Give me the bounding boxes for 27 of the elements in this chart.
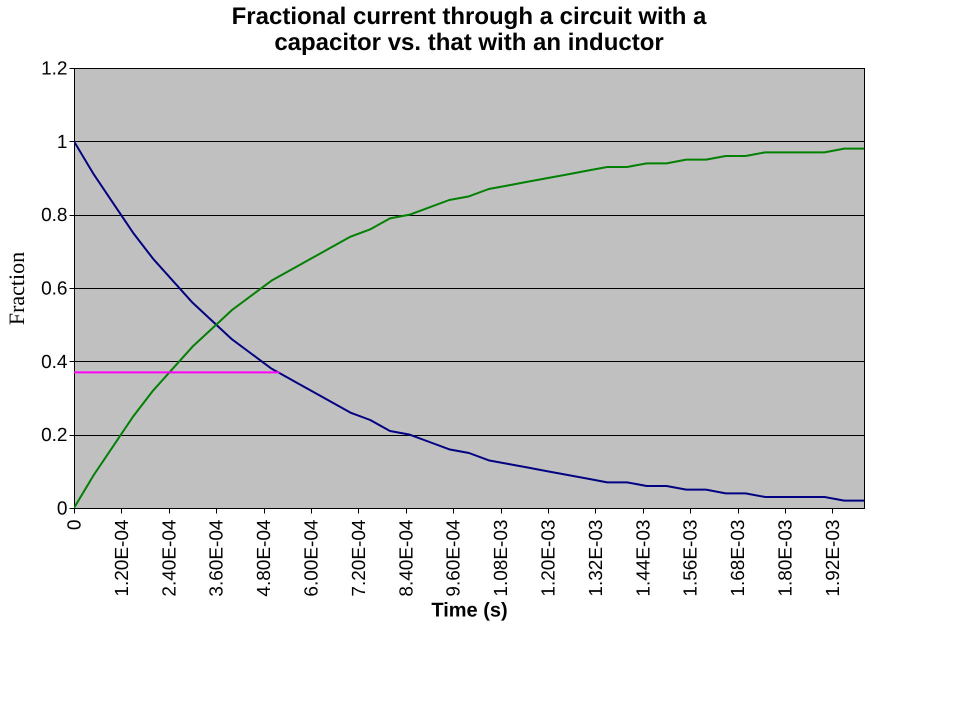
x-tick-label: 3.60E-04 [206, 519, 228, 597]
x-tick-label: 2.40E-04 [159, 519, 180, 597]
x-tick-label: 9.60E-04 [444, 519, 465, 597]
x-tick-label: 1.56E-03 [680, 520, 702, 597]
y-axis-title: Fraction [4, 252, 30, 326]
y-tick-label: 0 [56, 498, 68, 520]
x-tick-label: 1.32E-03 [586, 520, 607, 597]
y-tick-label: 0.2 [41, 425, 68, 446]
x-tick-label: 7.20E-04 [348, 519, 370, 597]
x-tick-label: 0 [64, 520, 86, 530]
y-tick-label: 0.6 [41, 278, 68, 300]
x-tick-label: 1.20E-04 [112, 519, 133, 597]
x-tick-label: 1.92E-03 [822, 520, 844, 597]
x-tick-label: 8.40E-04 [396, 519, 418, 597]
y-tick-label: 0.8 [41, 205, 68, 226]
x-tick-label: 1.20E-03 [538, 520, 560, 597]
y-tick-label: 1.2 [41, 58, 68, 80]
y-tick-label: 0.4 [41, 352, 68, 373]
x-axis-title: Time (s) [431, 600, 508, 622]
chart-title: Fractional current through a circuit with a capacitor vs. that with an inductor [232, 3, 708, 56]
y-tick-label: 1 [56, 132, 68, 153]
x-tick-label: 1.08E-03 [491, 520, 512, 597]
x-tick-label: 1.68E-03 [728, 520, 750, 597]
x-tick-label: 1.80E-03 [776, 520, 796, 597]
x-tick-label: 4.80E-04 [254, 519, 276, 597]
x-tick-label: 1.44E-03 [633, 520, 654, 597]
x-tick-label: 6.00E-04 [302, 519, 322, 597]
